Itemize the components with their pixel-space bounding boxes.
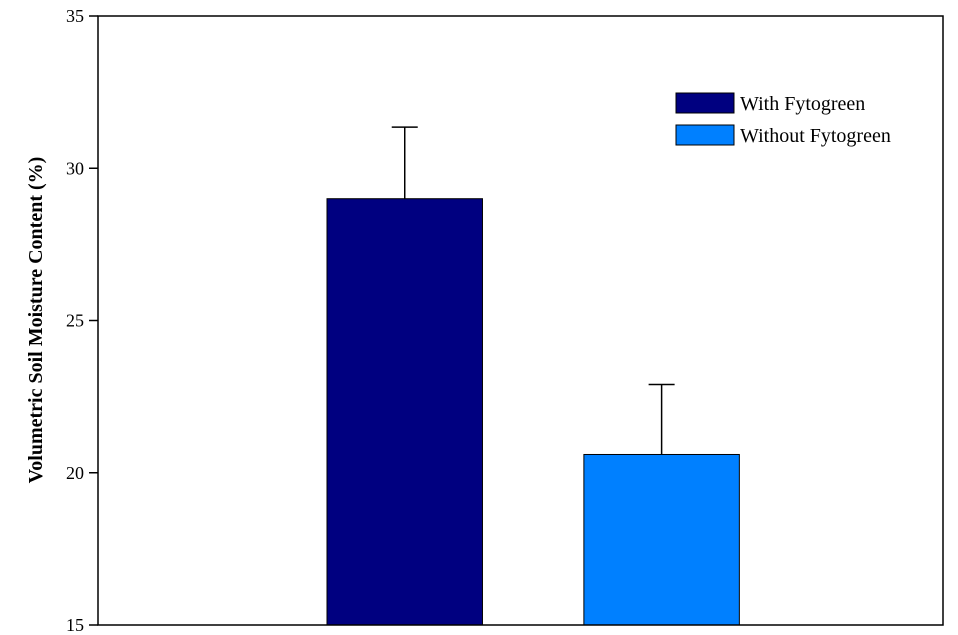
legend-label: Without Fytogreen (740, 125, 891, 147)
legend-label: With Fytogreen (740, 93, 865, 115)
legend: With Fytogreen Without Fytogreen (675, 92, 891, 147)
y-tick-label: 25 (66, 311, 84, 331)
bars (326, 198, 740, 626)
plot-frame (97, 15, 944, 626)
bar (583, 453, 740, 626)
bar (326, 198, 483, 626)
y-tick-label: 30 (66, 158, 84, 178)
y-axis-title: Volumetric Soil Moisture Content (%) (25, 157, 47, 484)
y-tick-label: 15 (66, 615, 84, 635)
y-tick-label: 20 (66, 463, 84, 483)
legend-swatch (675, 124, 735, 146)
y-tick-label: 35 (66, 6, 84, 26)
y-axis-ticks: 15 20 25 30 35 (66, 6, 98, 635)
error-bars (391, 126, 675, 455)
legend-swatch (675, 92, 735, 114)
